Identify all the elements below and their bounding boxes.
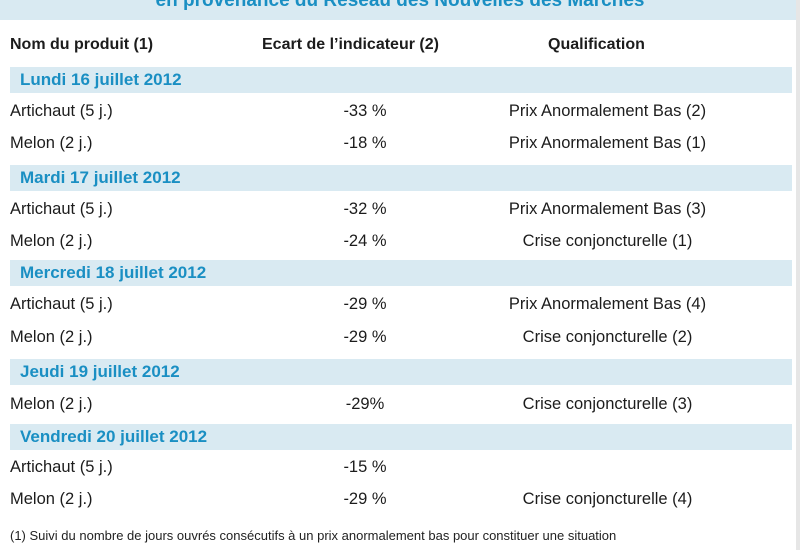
table-row: Melon (2 j.) -29 % Crise conjoncturelle … bbox=[0, 486, 796, 514]
gap-cell: -24 % bbox=[343, 232, 387, 250]
table-row: Melon (2 j.) -29% Crise conjoncturelle (… bbox=[0, 391, 796, 419]
section-header: Jeudi 19 juillet 2012 bbox=[10, 359, 792, 385]
gap-cell: -29 % bbox=[343, 295, 387, 313]
table-row: Artichaut (5 j.) -32 % Prix Anormalement… bbox=[0, 196, 796, 224]
gap-cell: -33 % bbox=[343, 102, 387, 120]
table-row: Artichaut (5 j.) -33 % Prix Anormalement… bbox=[0, 98, 796, 126]
section-date: Mardi 17 juillet 2012 bbox=[20, 168, 181, 187]
product-cell: Artichaut (5 j.) bbox=[10, 200, 113, 218]
gap-cell: -32 % bbox=[343, 200, 387, 218]
column-header-product: Nom du produit (1) bbox=[10, 36, 154, 53]
product-cell: Melon (2 j.) bbox=[10, 134, 93, 152]
table-row: Artichaut (5 j.) -29 % Prix Anormalement… bbox=[0, 291, 796, 319]
section-header: Mardi 17 juillet 2012 bbox=[10, 165, 792, 191]
qualification-cell: Crise conjoncturelle (1) bbox=[522, 232, 693, 250]
qualification-cell: Crise conjoncturelle (3) bbox=[522, 395, 693, 413]
qualification-cell: Crise conjoncturelle (2) bbox=[522, 328, 693, 346]
product-cell: Artichaut (5 j.) bbox=[10, 295, 113, 313]
table-row: Artichaut (5 j.) -15 % bbox=[0, 454, 796, 482]
table-row: Melon (2 j.) -18 % Prix Anormalement Bas… bbox=[0, 130, 796, 158]
section-header: Vendredi 20 juillet 2012 bbox=[10, 424, 792, 450]
qualification-cell: Prix Anormalement Bas (3) bbox=[508, 200, 707, 218]
qualification-cell: Prix Anormalement Bas (4) bbox=[508, 295, 707, 313]
section-date: Mercredi 18 juillet 2012 bbox=[20, 263, 207, 282]
section-header: Lundi 16 juillet 2012 bbox=[10, 67, 792, 93]
header-banner: en provenance du Réseau des Nouvelles de… bbox=[0, 0, 800, 20]
gap-cell: -29 % bbox=[343, 490, 387, 508]
product-cell: Melon (2 j.) bbox=[10, 232, 93, 250]
gap-cell: -18 % bbox=[343, 134, 387, 152]
qualification-cell: Crise conjoncturelle (4) bbox=[522, 490, 693, 508]
table-row: Melon (2 j.) -29 % Crise conjoncturelle … bbox=[0, 324, 796, 352]
page-edge bbox=[796, 0, 800, 550]
gap-cell: -29% bbox=[345, 395, 385, 413]
qualification-cell: Prix Anormalement Bas (2) bbox=[508, 102, 707, 120]
table-row: Melon (2 j.) -24 % Crise conjoncturelle … bbox=[0, 228, 796, 256]
footnote: (1) Suivi du nombre de jours ouvrés cons… bbox=[10, 528, 617, 543]
product-cell: Melon (2 j.) bbox=[10, 490, 93, 508]
section-date: Jeudi 19 juillet 2012 bbox=[20, 362, 180, 381]
section-date: Lundi 16 juillet 2012 bbox=[20, 70, 182, 89]
gap-cell: -15 % bbox=[343, 458, 387, 476]
column-header-gap: Ecart de l’indicateur (2) bbox=[262, 36, 439, 53]
qualification-cell: Prix Anormalement Bas (1) bbox=[508, 134, 707, 152]
product-cell: Melon (2 j.) bbox=[10, 328, 93, 346]
column-header-qualification: Qualification bbox=[548, 36, 645, 53]
table-header: Nom du produit (1) Ecart de l’indicateur… bbox=[0, 36, 796, 60]
gap-cell: -29 % bbox=[343, 328, 387, 346]
header-banner-text: en provenance du Réseau des Nouvelles de… bbox=[155, 0, 645, 11]
section-header: Mercredi 18 juillet 2012 bbox=[10, 260, 792, 286]
product-cell: Artichaut (5 j.) bbox=[10, 458, 113, 476]
product-cell: Melon (2 j.) bbox=[10, 395, 93, 413]
product-cell: Artichaut (5 j.) bbox=[10, 102, 113, 120]
section-date: Vendredi 20 juillet 2012 bbox=[20, 427, 208, 446]
